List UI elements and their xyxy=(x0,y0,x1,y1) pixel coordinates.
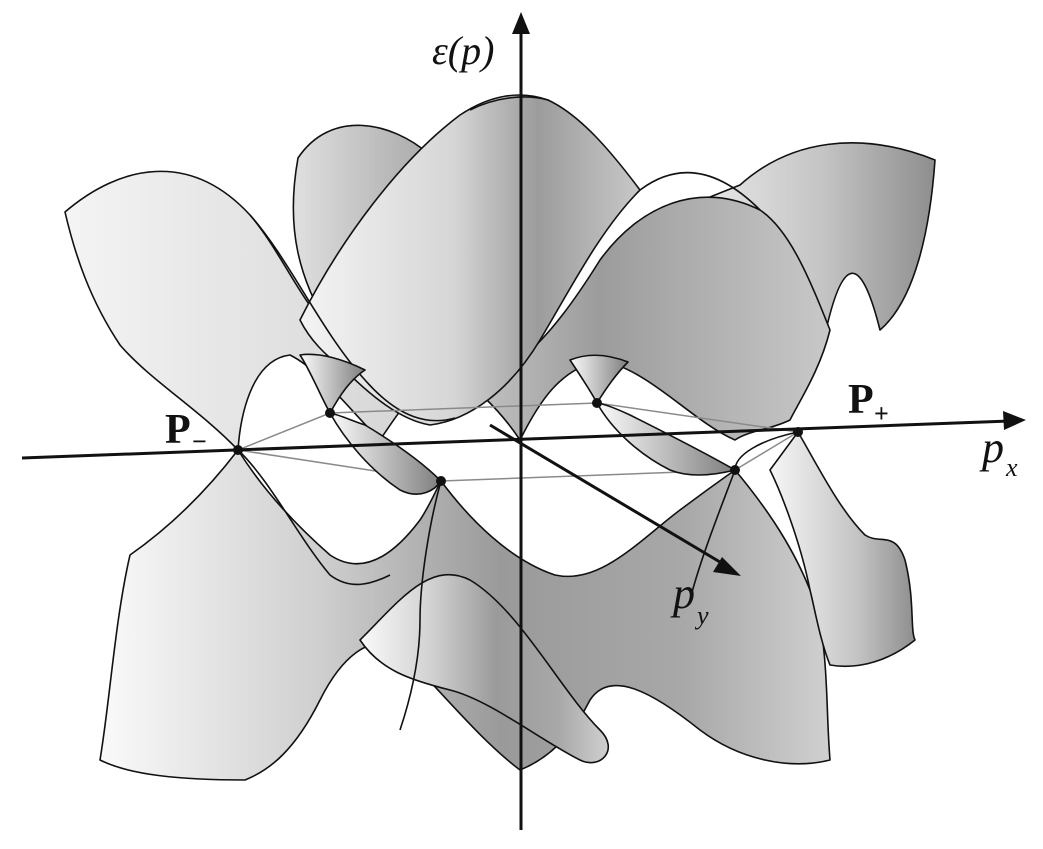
dirac-point-p-minus xyxy=(233,445,243,455)
dirac-point xyxy=(592,398,602,408)
lower-band-front-sheet xyxy=(359,574,609,764)
py-axis-label: p xyxy=(670,569,695,618)
upper-band-central-hump xyxy=(299,94,641,426)
dirac-point xyxy=(730,465,740,475)
py-axis-arrowhead xyxy=(713,557,741,576)
p-minus-label-subscript: − xyxy=(192,427,207,456)
p-plus-label: P xyxy=(848,377,874,423)
py-axis xyxy=(489,423,731,570)
px-axis-label-subscript: x xyxy=(1005,453,1018,482)
dirac-point xyxy=(436,476,446,486)
upper-band-edge xyxy=(469,96,549,111)
lower-band-right-sheet xyxy=(769,431,916,668)
upper-band-edge xyxy=(639,171,761,211)
p-plus-label-subscript: + xyxy=(874,399,889,428)
px-axis-label: p xyxy=(979,423,1004,472)
cone-upper-left xyxy=(299,353,366,414)
px-axis-arrowhead xyxy=(1003,411,1026,430)
lower-band-edge xyxy=(399,480,442,731)
energy-axis-label: ε(p) xyxy=(432,28,494,73)
cone-upper-right xyxy=(569,354,629,404)
dirac-point xyxy=(325,408,335,418)
dirac-point-p-plus xyxy=(793,427,803,437)
energy-axis-arrowhead xyxy=(512,12,530,34)
lower-band-edge xyxy=(689,469,736,601)
p-minus-label: P xyxy=(165,407,191,453)
py-axis-label-subscript: y xyxy=(694,601,709,630)
lower-band-edge xyxy=(237,449,391,586)
